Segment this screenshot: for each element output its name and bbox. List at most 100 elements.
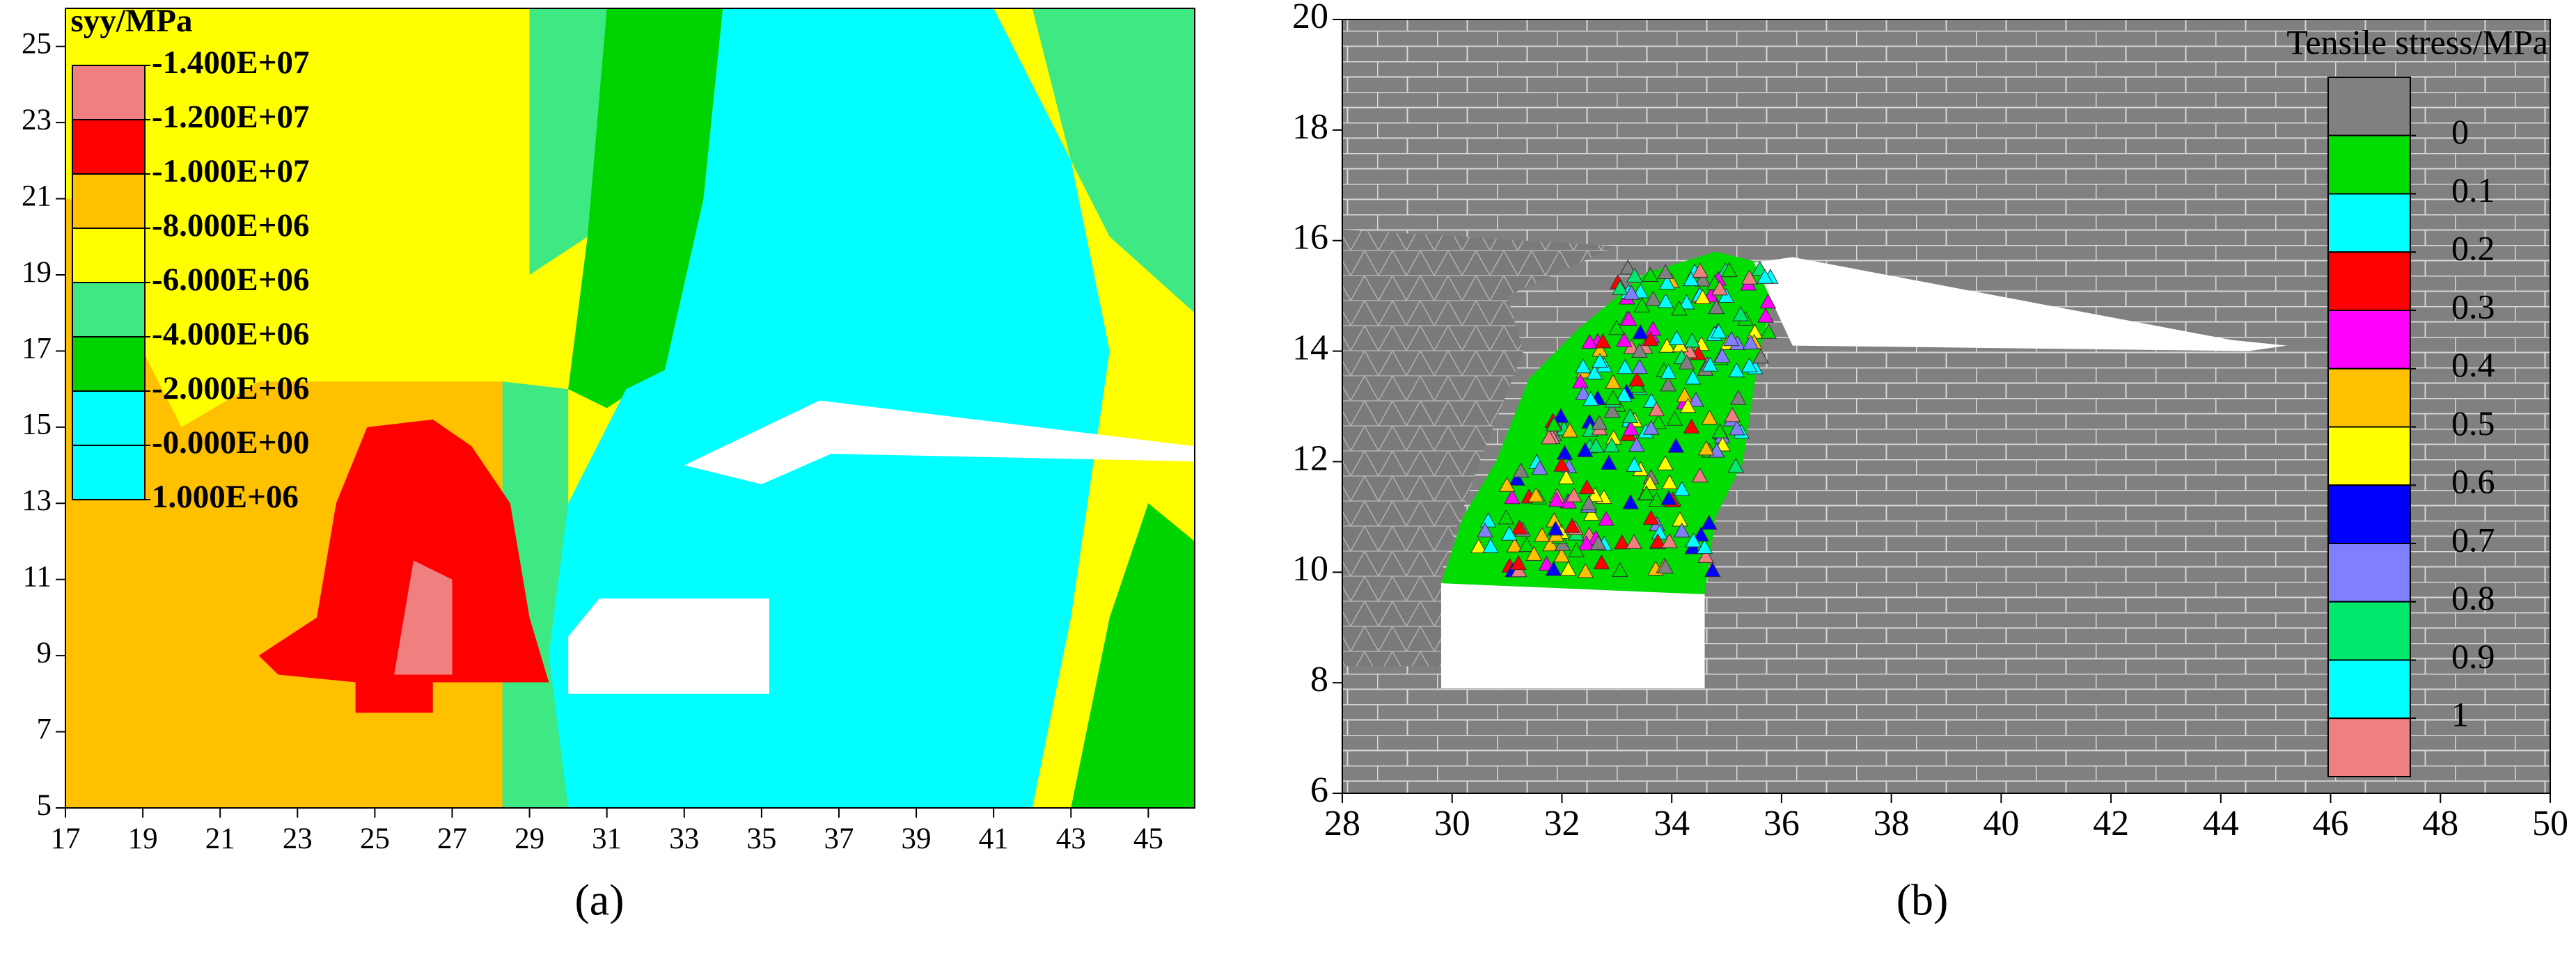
legend-swatch (2327, 367, 2411, 428)
mesh-element (1713, 347, 1731, 363)
mesh-element (1620, 310, 1638, 326)
field-region (1440, 583, 1705, 689)
mesh-element (1666, 411, 1683, 426)
mesh-element (1546, 416, 1562, 431)
mesh-element (1623, 285, 1640, 300)
mesh-element (1545, 561, 1562, 576)
x-tick-label: 23 (283, 823, 313, 855)
x-tick-label: 36 (1764, 804, 1800, 843)
mesh-element (1525, 546, 1543, 561)
x-tick-label: 46 (2313, 804, 2349, 843)
legend-swatch (72, 282, 146, 337)
mesh-element (1576, 442, 1594, 457)
mesh-element (1732, 305, 1750, 321)
y-tick-label: 21 (22, 180, 52, 212)
field-region (1754, 257, 2287, 351)
legend-swatch (72, 65, 146, 120)
legend-swatch (2327, 134, 2411, 195)
plot-area (65, 8, 1195, 808)
y-tick-label: 12 (1292, 438, 1328, 478)
mesh-element (1683, 271, 1699, 287)
mesh-element (1710, 323, 1727, 339)
mesh-element (1638, 485, 1655, 500)
mesh-element (1615, 332, 1633, 347)
x-tick-label: 25 (360, 823, 390, 855)
mesh-element (1589, 534, 1607, 550)
x-tick-label: 48 (2422, 804, 2458, 843)
mesh-element (1697, 440, 1715, 456)
mesh-element (1720, 262, 1738, 278)
mesh-element (1477, 522, 1493, 538)
mesh-element (1742, 334, 1759, 350)
mesh-element (1673, 481, 1690, 496)
mesh-element (1592, 353, 1608, 368)
mesh-element (1622, 420, 1640, 436)
mesh-element (1565, 487, 1582, 502)
legend-label: 0.8 (2451, 578, 2495, 617)
mesh-element (1693, 526, 1710, 542)
mesh-element (1724, 406, 1741, 422)
mesh-element (1691, 467, 1709, 483)
mesh-element (1642, 420, 1660, 435)
mesh-element (1564, 518, 1580, 533)
mesh-element (1557, 469, 1575, 484)
legend-swatch (72, 119, 146, 175)
field-region (568, 598, 769, 694)
field-region (258, 419, 549, 713)
mesh-element (1650, 413, 1667, 429)
mesh-element (1617, 358, 1633, 374)
mesh-element (1678, 354, 1695, 370)
x-tick-label: 28 (1324, 804, 1360, 843)
mesh-element (1608, 319, 1625, 335)
mesh-element (1518, 537, 1535, 553)
mesh-element (1678, 294, 1695, 310)
mesh-element (1760, 324, 1777, 339)
field-region (394, 560, 453, 675)
mesh-element (1660, 363, 1677, 379)
mesh-element (1694, 271, 1711, 287)
mesh-element (1644, 321, 1662, 336)
mesh-element (1684, 369, 1702, 385)
x-tick-label: 50 (2532, 804, 2568, 843)
legend-title: syy/MPa (71, 3, 193, 39)
x-tick-label: 35 (746, 823, 776, 855)
mesh-element (1580, 495, 1597, 511)
legend-label: -1.200E+07 (152, 99, 310, 135)
legend-swatch (2327, 601, 2411, 661)
mesh-element (1670, 300, 1688, 316)
plot-frame (65, 8, 1195, 809)
mesh-element (1679, 397, 1697, 413)
mesh-element (1727, 457, 1745, 473)
legend-swatch (2327, 543, 2411, 603)
mesh-element (1470, 538, 1487, 553)
legend-swatch (2327, 426, 2411, 486)
mesh-element (1642, 509, 1660, 525)
mesh-element (1718, 287, 1735, 303)
mesh-element (1673, 522, 1690, 538)
legend-label: 0.1 (2451, 170, 2495, 209)
legend-label: -4.000E+06 (152, 316, 310, 352)
x-tick-label: 37 (824, 823, 854, 855)
x-tick-label: 19 (128, 823, 158, 855)
legend-swatch (2327, 717, 2411, 777)
legend-swatch (72, 336, 146, 392)
x-tick-label: 21 (205, 823, 235, 855)
legend-label: 0.6 (2451, 462, 2495, 501)
legend-label: -1.000E+07 (152, 153, 310, 189)
x-tick-label: 33 (669, 823, 699, 855)
legend-label: -8.000E+06 (152, 207, 310, 244)
mesh-element (1560, 560, 1577, 576)
mesh-element (1587, 437, 1605, 453)
mesh-element (1531, 459, 1548, 475)
legend-label: -2.000E+06 (152, 370, 310, 406)
legend-swatch (2327, 77, 2411, 136)
mesh-element (1612, 562, 1628, 578)
mesh-element (1512, 462, 1530, 478)
mesh-element (1661, 474, 1678, 490)
mesh-element (1542, 536, 1559, 552)
mesh-element (1660, 490, 1677, 505)
panel-label: (a) (574, 875, 624, 925)
mesh-element (1642, 331, 1659, 347)
mesh-element (1619, 259, 1637, 275)
